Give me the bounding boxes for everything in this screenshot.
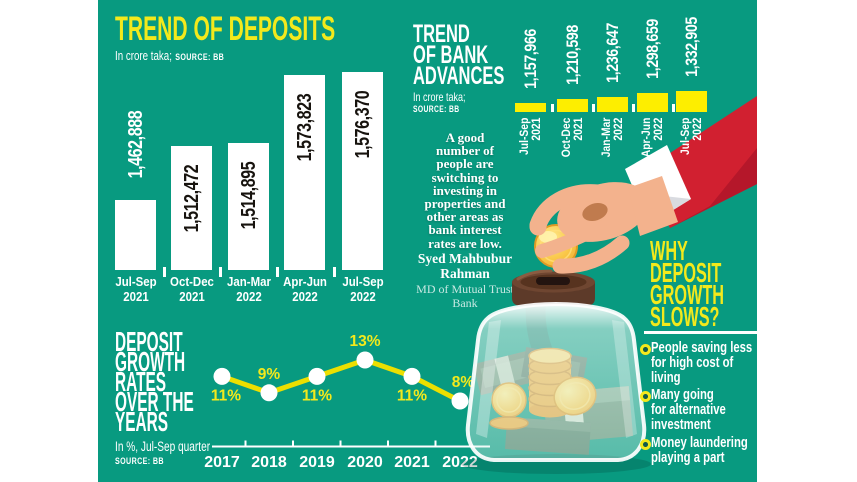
year-label: 2022 [442,454,478,471]
axis-tick [632,104,635,112]
bar-value-label: 1,462,888 [124,110,147,179]
bar-value-label: 1,298,659 [642,19,662,79]
deposit-bar [228,143,269,270]
axis-tick [276,267,279,277]
deposits-unit: In crore taka; [115,48,172,63]
growth-line-chart: 11% 2017 9% 2018 11% 2019 13% 2020 11% 2021 8% 2022 [204,333,490,471]
teal-panel: A good number of people are switching to… [98,0,757,482]
deposits-subtitle: In crore taka; SOURCE: BB [115,47,224,65]
arm-sleeve-shade [670,148,757,228]
advance-bar [515,103,546,112]
deposit-jar-illustration [461,96,757,474]
point-value-label: 11% [302,387,332,404]
quote-text: A good number of people are switching to… [424,130,506,251]
advances-title: TREND OF BANK ADVANCES [413,20,505,90]
bullet-text: People saving less for high cost of livi… [651,340,753,386]
bar-category-label: Oct-Dec 2021 [169,274,214,304]
year-label: 2020 [347,454,383,471]
deposit-bar [115,200,156,270]
finger-gap-shadow [582,202,608,222]
bar-category-label: Jan-Mar 2022 [226,274,271,304]
bullet-text: Many going for alternative investment [651,387,726,433]
growth-heading: DEPOSIT GROWTH RATES OVER THE YEARS [115,326,194,437]
quote-author: Syed Mahbubur Rahman [417,251,513,281]
year-label: 2017 [204,454,240,471]
bar-category-label: Apr-Jun 2022 [640,117,665,158]
point-value-label: 11% [397,387,427,404]
axis-tick [672,104,675,112]
axis-tick [551,104,554,112]
point-value-label: 11% [211,387,241,404]
deposit-bar [342,72,383,270]
bar-value-label: 1,210,598 [562,25,582,85]
point-value-label: 8% [452,374,475,391]
bar-category-label: Oct-Dec 2021 [560,117,585,158]
hand-icon [529,96,757,274]
advance-bar [676,91,707,112]
bullet-text: Money laundering playing a part [651,435,748,466]
axis-tick [592,104,595,112]
bar-category-label: Jul-Sep 2021 [114,274,157,304]
bar-category-label: Jul-Sep 2022 [679,117,704,155]
bar-value-label: 1,236,647 [602,23,622,83]
advance-bar [557,99,588,112]
divider [644,331,757,334]
advance-bar [597,97,628,112]
year-label: 2018 [251,454,287,471]
deposit-bar [171,146,212,270]
glass-highlight [612,320,637,438]
bar-category-label: Apr-Jun 2022 [282,274,327,304]
bar-value-label: 1,332,905 [681,17,701,77]
bar-value-label: 1,576,370 [351,90,374,159]
bar-value-label: 1,512,472 [180,164,203,233]
quote-author-role: MD of Mutual Trust Bank [416,282,514,310]
bullet-icon [640,344,651,355]
year-label: 2021 [394,454,430,471]
glass-highlight [476,320,501,438]
deposits-source: SOURCE: BB [175,52,225,63]
axis-tick [219,267,222,277]
bullet-icon [640,439,651,450]
year-label: 2019 [299,454,335,471]
point-value-label: 9% [258,366,281,383]
bar-value-label: 1,573,823 [293,93,316,162]
advance-bar [637,93,668,112]
bar-category-label: Jul-Sep 2022 [341,274,384,304]
advances-source: SOURCE: BB [413,104,460,114]
data-point [308,367,326,385]
data-point [260,384,278,402]
data-point [213,367,231,385]
advances-unit: In crore taka; [413,90,466,104]
deposits-title: TREND OF DEPOSITS [115,10,336,48]
data-point [451,392,469,410]
axis-tick [163,267,166,277]
bar-category-label: Jan-Mar 2022 [600,117,625,158]
bullet-icon [640,391,651,402]
jar-lid [512,269,595,306]
why-heading: WHY DEPOSIT GROWTH SLOWS? [650,235,724,332]
data-point [403,367,421,385]
bar-value-label: 1,514,895 [237,161,260,230]
axis-tick [333,267,336,277]
coin-slot [536,277,570,285]
point-value-label: 13% [349,333,380,350]
bar-value-label: 1,157,966 [520,29,540,89]
growth-source: SOURCE: BB [115,456,164,467]
growth-unit: In %, Jul-Sep quarter [115,439,211,454]
deposit-bar [284,75,325,270]
bar-category-label: Jul-Sep 2021 [518,117,543,155]
glass-jar [465,301,647,462]
data-point [356,351,374,369]
